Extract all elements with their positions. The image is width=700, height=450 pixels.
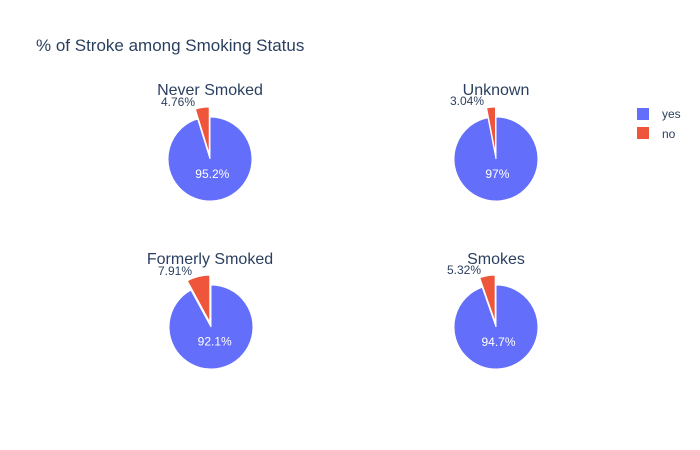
pie-slice-yes-unknown[interactable] [453,116,539,202]
chart-title: % of Stroke among Smoking Status [36,36,304,55]
legend-item-no[interactable]: no [637,127,676,141]
subplot-title-never-smoked: Never Smoked [157,82,263,99]
legend-swatch-no [637,127,649,139]
pie-smokes: Smokes 94.7% 5.32% [447,251,539,370]
pie-slice-no-unknown[interactable] [486,106,497,155]
legend: yes no [637,107,681,141]
pie-slice-yes-never-smoked[interactable] [167,116,253,202]
data-label-yes-unknown: 97% [485,167,509,181]
data-label-yes-never-smoked: 95.2% [195,167,229,181]
pie-never-smoked: Never Smoked 95.2% 4.76% [157,82,263,202]
pie-formerly-smoked: Formerly Smoked 92.1% 7.91% [147,251,273,370]
data-label-yes-formerly-smoked: 92.1% [198,335,232,349]
data-label-no-never-smoked: 4.76% [161,95,195,109]
legend-swatch-yes [637,108,649,120]
legend-label-yes: yes [662,107,681,121]
legend-label-no: no [662,127,676,141]
pie-slice-no-never-smoked[interactable] [194,106,210,155]
subplot-title-unknown: Unknown [463,82,530,99]
data-label-yes-smokes: 94.7% [481,335,515,349]
subplot-title-formerly-smoked: Formerly Smoked [147,251,273,268]
pie-slice-no-formerly-smoked[interactable] [186,274,211,323]
data-label-no-unknown: 3.04% [450,94,484,108]
subplot-title-smokes: Smokes [467,251,525,268]
pie-slice-yes-formerly-smoked[interactable] [168,284,254,370]
pie-slice-no-smokes[interactable] [479,274,496,323]
pie-unknown: Unknown 97% 3.04% [450,82,539,202]
data-label-no-smokes: 5.32% [447,263,481,277]
pie-slice-yes-smokes[interactable] [453,284,539,370]
data-label-no-formerly-smoked: 7.91% [158,264,192,278]
legend-item-yes[interactable]: yes [637,107,681,121]
